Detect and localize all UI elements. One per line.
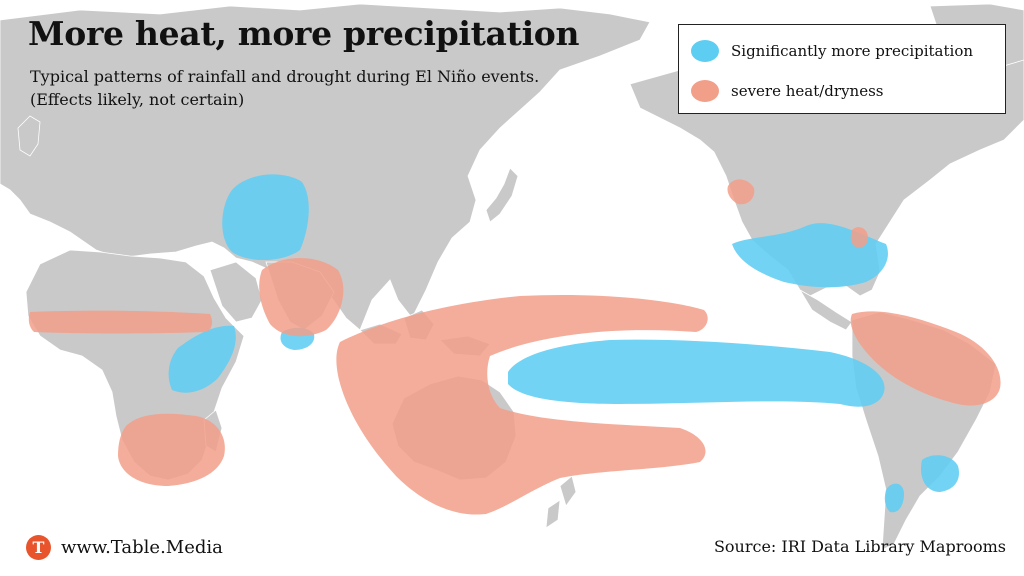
brand-url: www.Table.Media [61,537,223,558]
wet-zone-pacific [508,339,885,407]
dry-zone-southeast-us [850,227,868,248]
legend-label-heat: severe heat/dryness [731,82,884,100]
dry-zone-northern-south-america [850,311,1001,406]
land-japan [485,167,519,223]
legend: Significantly more precipitation severe … [678,24,1006,114]
dry-zone-sahel [28,310,213,334]
wet-zone-southern-us [732,223,888,288]
dry-zone-southern-africa [118,413,225,486]
land-new-zealand [559,475,577,507]
table-media-logo-icon: T [26,535,51,560]
legend-swatch-heat [691,80,719,102]
subtitle-line-1: Typical patterns of rainfall and drought… [30,67,540,86]
brand: T www.Table.Media [26,535,223,560]
wet-zone-central-asia [222,174,309,261]
subtitle-line-2: (Effects likely, not certain) [30,90,245,109]
page-title: More heat, more precipitation [28,14,580,53]
wet-zone-southeast-brazil [920,455,960,492]
legend-swatch-precipitation [691,40,719,62]
land-arabia [209,261,263,323]
land-uk [17,115,41,157]
dry-zone-california [727,179,755,205]
land-central-america [798,288,853,331]
legend-item-heat: severe heat/dryness [691,77,883,105]
wet-zone-chile [884,483,904,513]
legend-item-precipitation: Significantly more precipitation [691,37,973,65]
wet-zone-east-africa [168,325,236,393]
land-new-zealand-south [545,499,561,529]
legend-label-precipitation: Significantly more precipitation [731,42,974,60]
subtitle: Typical patterns of rainfall and drought… [30,65,539,111]
dry-zone-maritime-australia [336,294,708,515]
dry-zone-india [259,258,344,337]
source-credit: Source: IRI Data Library Maprooms [713,537,1006,556]
wet-zones [168,174,960,513]
dry-zones [28,179,1001,515]
